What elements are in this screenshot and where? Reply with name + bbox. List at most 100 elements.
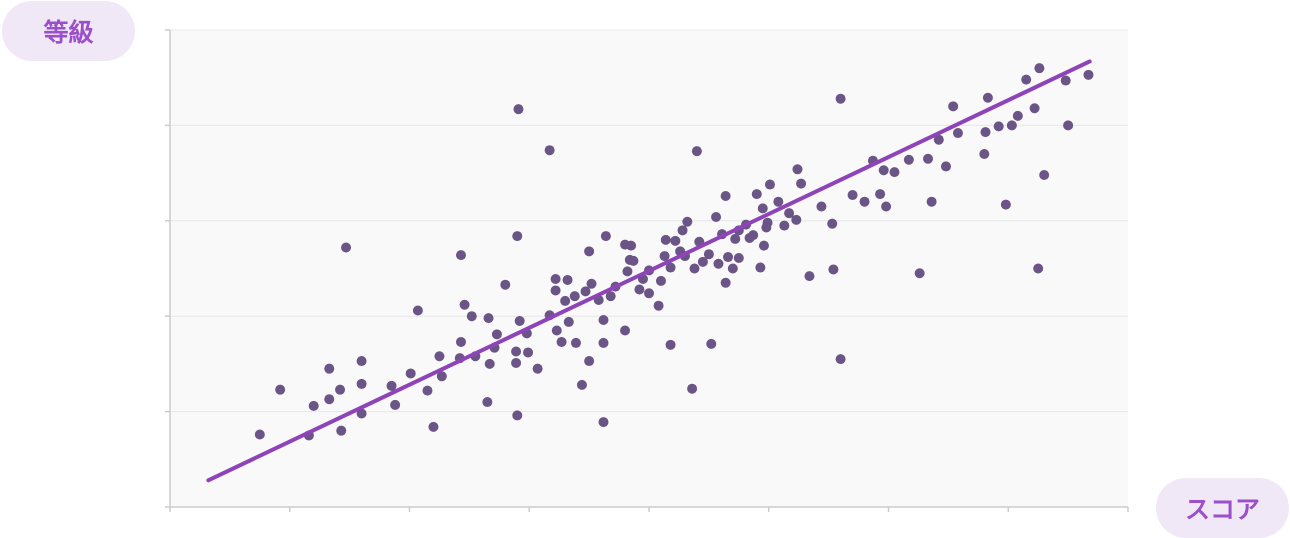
- data-point: [792, 164, 803, 175]
- data-point: [875, 189, 886, 200]
- data-point: [356, 356, 367, 367]
- data-point: [466, 311, 477, 322]
- data-point: [730, 233, 741, 244]
- data-point: [878, 165, 889, 176]
- data-point: [1000, 199, 1011, 210]
- data-point: [816, 201, 827, 212]
- data-point: [723, 252, 734, 263]
- data-point: [356, 378, 367, 389]
- data-point: [428, 421, 439, 432]
- data-point: [626, 240, 637, 251]
- data-point: [620, 325, 631, 336]
- data-point: [523, 347, 534, 358]
- data-point: [1033, 263, 1044, 274]
- data-point: [948, 101, 959, 112]
- data-point: [665, 339, 676, 350]
- data-point: [336, 425, 347, 436]
- data-point: [605, 291, 616, 302]
- data-point: [706, 338, 717, 349]
- data-point: [903, 154, 914, 165]
- data-point: [484, 358, 495, 369]
- data-point: [827, 218, 838, 229]
- data-point: [628, 255, 639, 266]
- data-point: [512, 231, 523, 242]
- data-point: [1034, 63, 1045, 74]
- data-point: [570, 337, 581, 348]
- data-point: [859, 196, 870, 207]
- data-point: [324, 363, 335, 374]
- data-point: [598, 417, 609, 428]
- data-point: [551, 325, 562, 336]
- data-point: [275, 384, 286, 395]
- data-point: [335, 384, 346, 395]
- data-point: [940, 161, 951, 172]
- data-point: [751, 189, 762, 200]
- data-point: [720, 277, 731, 288]
- data-point: [1063, 120, 1074, 131]
- data-point: [436, 371, 447, 382]
- data-point: [703, 249, 714, 260]
- data-point: [791, 214, 802, 225]
- data-point: [576, 379, 587, 390]
- data-point: [598, 337, 609, 348]
- data-point: [600, 231, 611, 242]
- data-point: [653, 300, 664, 311]
- data-point: [711, 211, 722, 222]
- data-point: [634, 284, 645, 295]
- data-point: [691, 146, 702, 157]
- y-axis-label: 等級: [2, 1, 135, 61]
- data-point: [1060, 75, 1071, 86]
- data-point: [1006, 120, 1017, 131]
- data-point: [569, 291, 580, 302]
- data-point: [532, 363, 543, 374]
- data-point: [762, 217, 773, 228]
- data-point: [926, 196, 937, 207]
- data-point: [713, 258, 724, 269]
- data-point: [455, 336, 466, 347]
- data-point: [598, 315, 609, 326]
- data-point: [687, 383, 698, 394]
- data-point: [923, 153, 934, 164]
- axes: [165, 29, 1129, 512]
- data-point: [665, 262, 676, 273]
- data-point: [512, 410, 523, 421]
- data-point: [952, 128, 963, 139]
- data-point: [655, 275, 666, 286]
- grid-lines: [170, 29, 1128, 413]
- data-point: [511, 357, 522, 368]
- data-point: [550, 285, 561, 296]
- data-point: [889, 167, 900, 178]
- data-point: [1012, 110, 1023, 121]
- data-point: [659, 251, 670, 262]
- x-axis-label: スコア: [1156, 478, 1289, 538]
- data-point: [482, 397, 493, 408]
- data-point: [660, 234, 671, 245]
- data-point: [434, 351, 445, 362]
- data-point: [386, 380, 397, 391]
- data-points: [254, 63, 1094, 441]
- data-point: [914, 268, 925, 279]
- data-point: [980, 127, 991, 138]
- data-point: [828, 264, 839, 275]
- data-point: [560, 295, 571, 306]
- data-point: [727, 263, 738, 274]
- data-point: [670, 235, 681, 246]
- data-point: [677, 225, 688, 236]
- data-point: [500, 279, 511, 290]
- data-point: [804, 271, 815, 282]
- data-point: [733, 253, 744, 264]
- data-point: [682, 216, 693, 227]
- data-point: [459, 299, 470, 310]
- data-point: [483, 313, 494, 324]
- data-point: [993, 121, 1004, 132]
- data-point: [544, 145, 555, 156]
- data-point: [697, 256, 708, 267]
- data-point: [254, 429, 265, 440]
- data-point: [755, 262, 766, 273]
- trend-line: [206, 59, 1092, 483]
- data-point: [1021, 74, 1032, 85]
- data-point: [779, 220, 790, 231]
- data-point: [796, 178, 807, 189]
- data-point: [644, 288, 654, 299]
